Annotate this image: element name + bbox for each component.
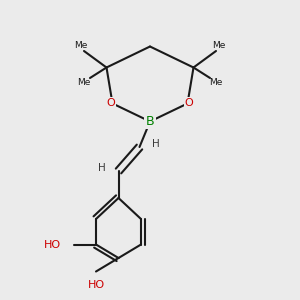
Text: Me: Me — [209, 78, 223, 87]
Text: O: O — [184, 98, 194, 109]
Text: O: O — [106, 98, 116, 109]
Text: HO: HO — [44, 239, 62, 250]
Text: H: H — [98, 163, 106, 173]
Text: H: H — [152, 139, 160, 149]
Text: Me: Me — [77, 78, 91, 87]
Text: Me: Me — [74, 41, 88, 50]
Text: B: B — [146, 115, 154, 128]
Text: Me: Me — [212, 41, 226, 50]
Text: HO: HO — [87, 280, 105, 290]
